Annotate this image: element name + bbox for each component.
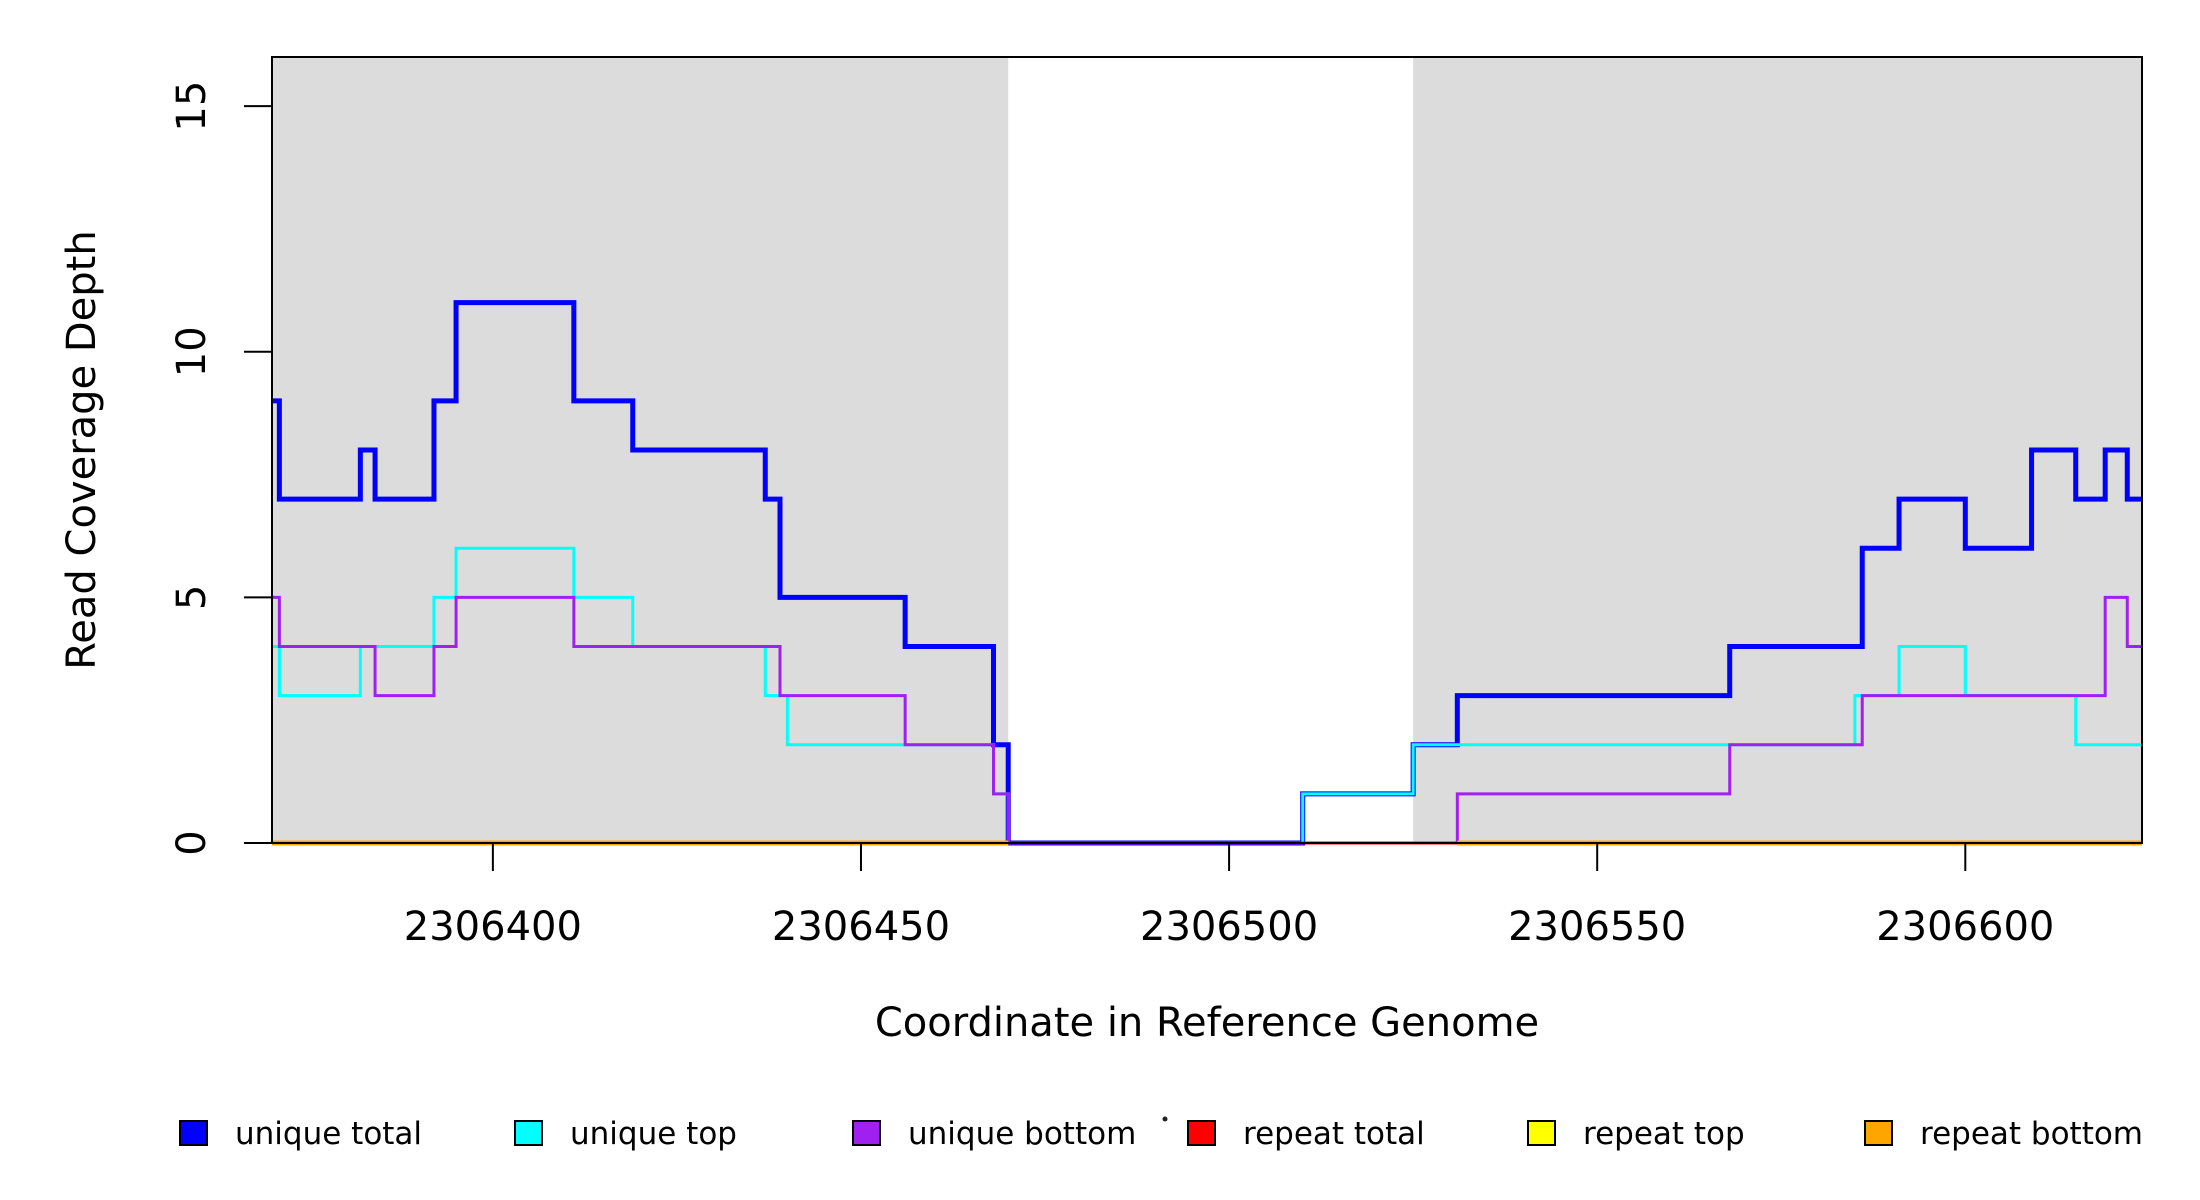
legend-item-repeat-top: repeat top bbox=[1527, 1116, 1745, 1152]
legend-swatch bbox=[514, 1120, 543, 1146]
plot-border bbox=[271, 56, 2143, 844]
x-tick-label: 2306500 bbox=[1140, 904, 1318, 950]
legend-label: unique bottom bbox=[908, 1116, 1136, 1152]
y-tick-label: 15 bbox=[169, 81, 215, 132]
legend-swatch bbox=[179, 1120, 208, 1146]
legend-item-unique-top: unique top bbox=[514, 1116, 737, 1152]
series-unique-bottom bbox=[272, 595, 2142, 845]
x-tick-label: 2306400 bbox=[404, 904, 582, 950]
series-line bbox=[272, 546, 2142, 845]
y-axis: 0 5 10 15 bbox=[169, 81, 272, 856]
plot-box bbox=[271, 56, 2143, 844]
x-tick-label: 2306550 bbox=[1508, 904, 1686, 950]
series-line bbox=[272, 595, 2142, 845]
shaded-regions bbox=[272, 57, 2142, 843]
legend-swatch bbox=[1527, 1120, 1556, 1146]
legend-label: unique top bbox=[570, 1116, 737, 1152]
legend-label: repeat bottom bbox=[1920, 1116, 2143, 1152]
legend-swatch bbox=[852, 1120, 881, 1146]
series-unique-top bbox=[272, 546, 2142, 845]
x-tick-label: 2306450 bbox=[772, 904, 950, 950]
shaded-band bbox=[1413, 57, 2142, 843]
y-tick-label: 10 bbox=[169, 326, 215, 377]
y-axis-title: Read Coverage Depth bbox=[59, 230, 105, 669]
stray-dot-artifact bbox=[1162, 1116, 1168, 1122]
legend-label: repeat top bbox=[1583, 1116, 1745, 1152]
legend-label: unique total bbox=[235, 1116, 422, 1152]
legend-swatch bbox=[1187, 1120, 1216, 1146]
legend-item-repeat-total: repeat total bbox=[1187, 1116, 1425, 1152]
y-tick-label: 0 bbox=[169, 830, 215, 855]
x-axis: 2306400 2306450 2306500 2306550 2306600 bbox=[404, 843, 2054, 950]
y-tick-label: 5 bbox=[169, 585, 215, 610]
legend: unique total unique top unique bottom repea… bbox=[179, 1116, 2143, 1152]
legend-item-unique-bottom: unique bottom bbox=[852, 1116, 1136, 1152]
legend-swatch bbox=[1864, 1120, 1893, 1146]
legend-item-unique-total: unique total bbox=[179, 1116, 422, 1152]
x-axis-title: Coordinate in Reference Genome bbox=[875, 1000, 1539, 1046]
legend-item-repeat-bottom: repeat bottom bbox=[1864, 1116, 2143, 1152]
x-tick-label: 2306600 bbox=[1876, 904, 2054, 950]
legend-label: repeat total bbox=[1243, 1116, 1425, 1152]
